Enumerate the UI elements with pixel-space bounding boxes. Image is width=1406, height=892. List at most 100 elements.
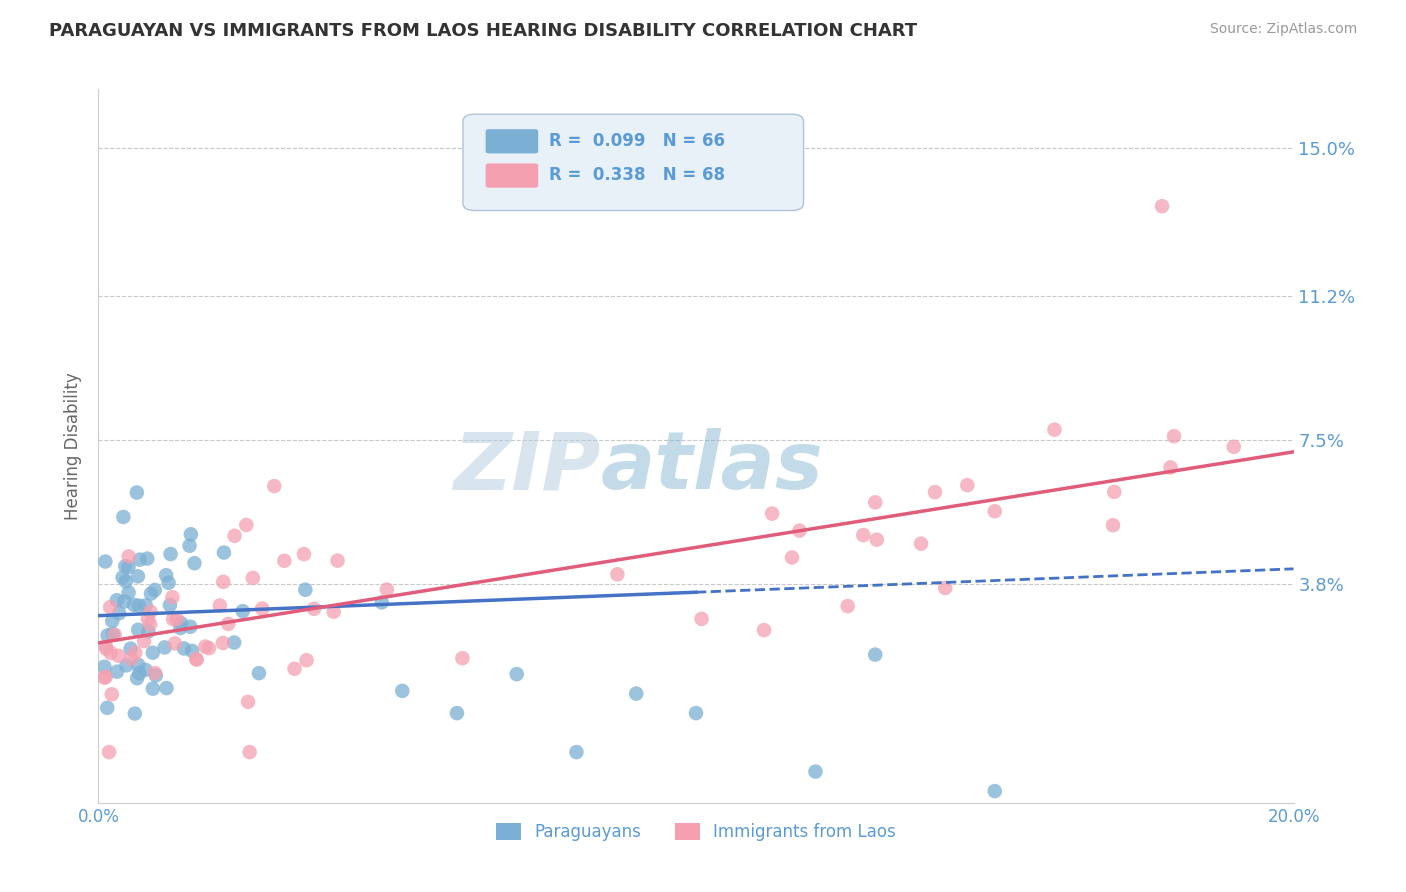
Point [1043,423,1066,437]
Point [322,605,344,619]
Point [194,640,217,654]
Point [105,665,128,679]
Point [138,624,160,639]
Point [139,605,162,619]
Point [159,598,181,612]
Point [169,621,191,635]
Point [789,524,811,538]
Point [124,646,146,660]
Point [128,552,150,566]
Point [232,604,254,618]
Point [186,652,208,666]
Point [252,601,274,615]
FancyBboxPatch shape [463,114,804,211]
Point [97,628,120,642]
Point [135,599,157,613]
Point [446,706,468,720]
Point [94,640,117,654]
Point [115,658,138,673]
Point [626,687,648,701]
Point [114,574,136,589]
Point [145,668,167,682]
Point [127,569,149,583]
Point [118,549,141,564]
Point [142,681,165,696]
Text: Source: ZipAtlas.com: Source: ZipAtlas.com [1209,22,1357,37]
Point [117,585,139,599]
Point [136,551,159,566]
Point [685,706,707,720]
Point [1163,429,1185,443]
Point [208,599,231,613]
Point [132,634,155,648]
Point [780,550,803,565]
Point [143,666,166,681]
Point [565,745,588,759]
Point [155,568,177,582]
Point [136,612,159,626]
Point [236,695,259,709]
Point [984,504,1007,518]
Point [96,642,118,657]
Point [391,684,413,698]
Point [183,556,205,570]
Point [112,594,135,608]
Point [134,663,156,677]
Point [1104,484,1126,499]
Point [302,602,325,616]
Point [128,599,150,613]
Point [93,671,115,685]
Point [127,657,149,672]
Point [114,559,136,574]
Point [956,478,979,492]
Point [124,706,146,721]
Text: ZIP: ZIP [453,428,600,507]
Point [162,590,184,604]
Point [295,653,318,667]
Point [104,628,127,642]
Point [94,670,117,684]
Point [108,606,131,620]
Point [155,681,177,695]
Point [224,635,246,649]
Point [375,582,398,597]
Point [924,485,946,500]
Y-axis label: Hearing Disability: Hearing Disability [65,372,83,520]
Point [143,582,166,597]
Point [212,545,235,559]
Legend: Paraguayans, Immigrants from Laos: Paraguayans, Immigrants from Laos [489,816,903,848]
Point [224,529,246,543]
Point [1152,199,1174,213]
Point [179,539,201,553]
FancyBboxPatch shape [485,129,538,153]
Point [752,623,775,637]
Point [122,598,145,612]
Point [111,570,134,584]
Point [371,595,394,609]
Point [157,575,180,590]
Point [179,620,201,634]
Point [180,527,202,541]
Point [162,612,184,626]
Point [1102,518,1125,533]
Point [263,479,285,493]
Point [125,485,148,500]
Point [212,574,235,589]
Point [153,640,176,655]
Text: R =  0.099   N = 66: R = 0.099 N = 66 [548,132,725,150]
Point [283,662,305,676]
Point [247,666,270,681]
Point [117,560,139,574]
Point [159,547,181,561]
Point [163,636,186,650]
Point [101,627,124,641]
Point [100,687,122,701]
Point [1223,440,1246,454]
Point [761,507,783,521]
Point [852,528,875,542]
Point [217,616,239,631]
Point [837,599,859,614]
Point [910,537,932,551]
Point [120,641,142,656]
Point [98,745,121,759]
